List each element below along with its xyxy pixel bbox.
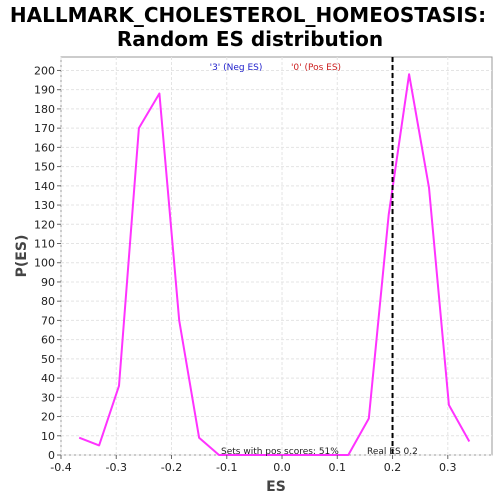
chart-title-line-2: Random ES distribution — [117, 27, 383, 51]
x-tick-label: 0.3 — [439, 461, 457, 474]
x-tick-label: -0.2 — [161, 461, 182, 474]
y-tick-label: 70 — [41, 314, 55, 327]
y-tick-label: 10 — [41, 430, 55, 443]
y-tick-label: 120 — [34, 218, 55, 231]
x-tick-label: 0.2 — [384, 461, 402, 474]
x-axis-label: ES — [266, 479, 286, 495]
y-tick-label: 110 — [34, 238, 55, 251]
y-tick-label: 20 — [41, 411, 55, 424]
y-tick-label: 140 — [34, 180, 55, 193]
y-tick-label: 190 — [34, 84, 55, 97]
y-axis-label: P(ES) — [14, 235, 30, 278]
y-tick-label: 130 — [34, 199, 55, 212]
es-series-line — [78, 73, 471, 456]
y-tick-label: 150 — [34, 161, 55, 174]
x-tick-label: -0.1 — [216, 461, 237, 474]
x-tick-label: -0.3 — [106, 461, 127, 474]
x-axis-ticks: -0.4 -0.3 -0.2 -0.1 0.0 0.1 0.2 0.3 — [50, 455, 457, 474]
es-distribution-series — [78, 73, 471, 456]
plot-area — [60, 56, 493, 456]
x-tick-label: -0.4 — [50, 461, 71, 474]
grid-lines — [60, 57, 492, 456]
real-es-label: Real ES 0.2 — [367, 447, 418, 457]
x-tick-label: 0.0 — [273, 461, 291, 474]
y-tick-label: 80 — [41, 295, 55, 308]
y-tick-label: 90 — [41, 276, 55, 289]
y-tick-label: 180 — [34, 103, 55, 116]
y-tick-label: 50 — [41, 353, 55, 366]
x-tick-label: 0.1 — [329, 461, 347, 474]
y-tick-label: 40 — [41, 372, 55, 385]
y-tick-label: 0 — [48, 449, 55, 462]
legend-pos-es: '0' (Pos ES) — [291, 63, 341, 73]
pos-scores-annotation: Sets with pos scores: 51% — [221, 447, 339, 457]
chart-title-line-1: HALLMARK_CHOLESTEROL_HOMEOSTASIS: — [10, 3, 486, 27]
legend-neg-es: '3' (Neg ES) — [210, 63, 263, 73]
y-axis-ticks: 0 10 20 30 40 50 60 70 80 90 100 110 120 130 140 150 160… — [34, 64, 61, 462]
y-tick-label: 100 — [34, 257, 55, 270]
y-tick-label: 170 — [34, 122, 55, 135]
y-tick-label: 60 — [41, 334, 55, 347]
y-tick-label: 160 — [34, 141, 55, 154]
y-tick-label: 200 — [34, 64, 55, 77]
y-tick-label: 30 — [41, 391, 55, 404]
